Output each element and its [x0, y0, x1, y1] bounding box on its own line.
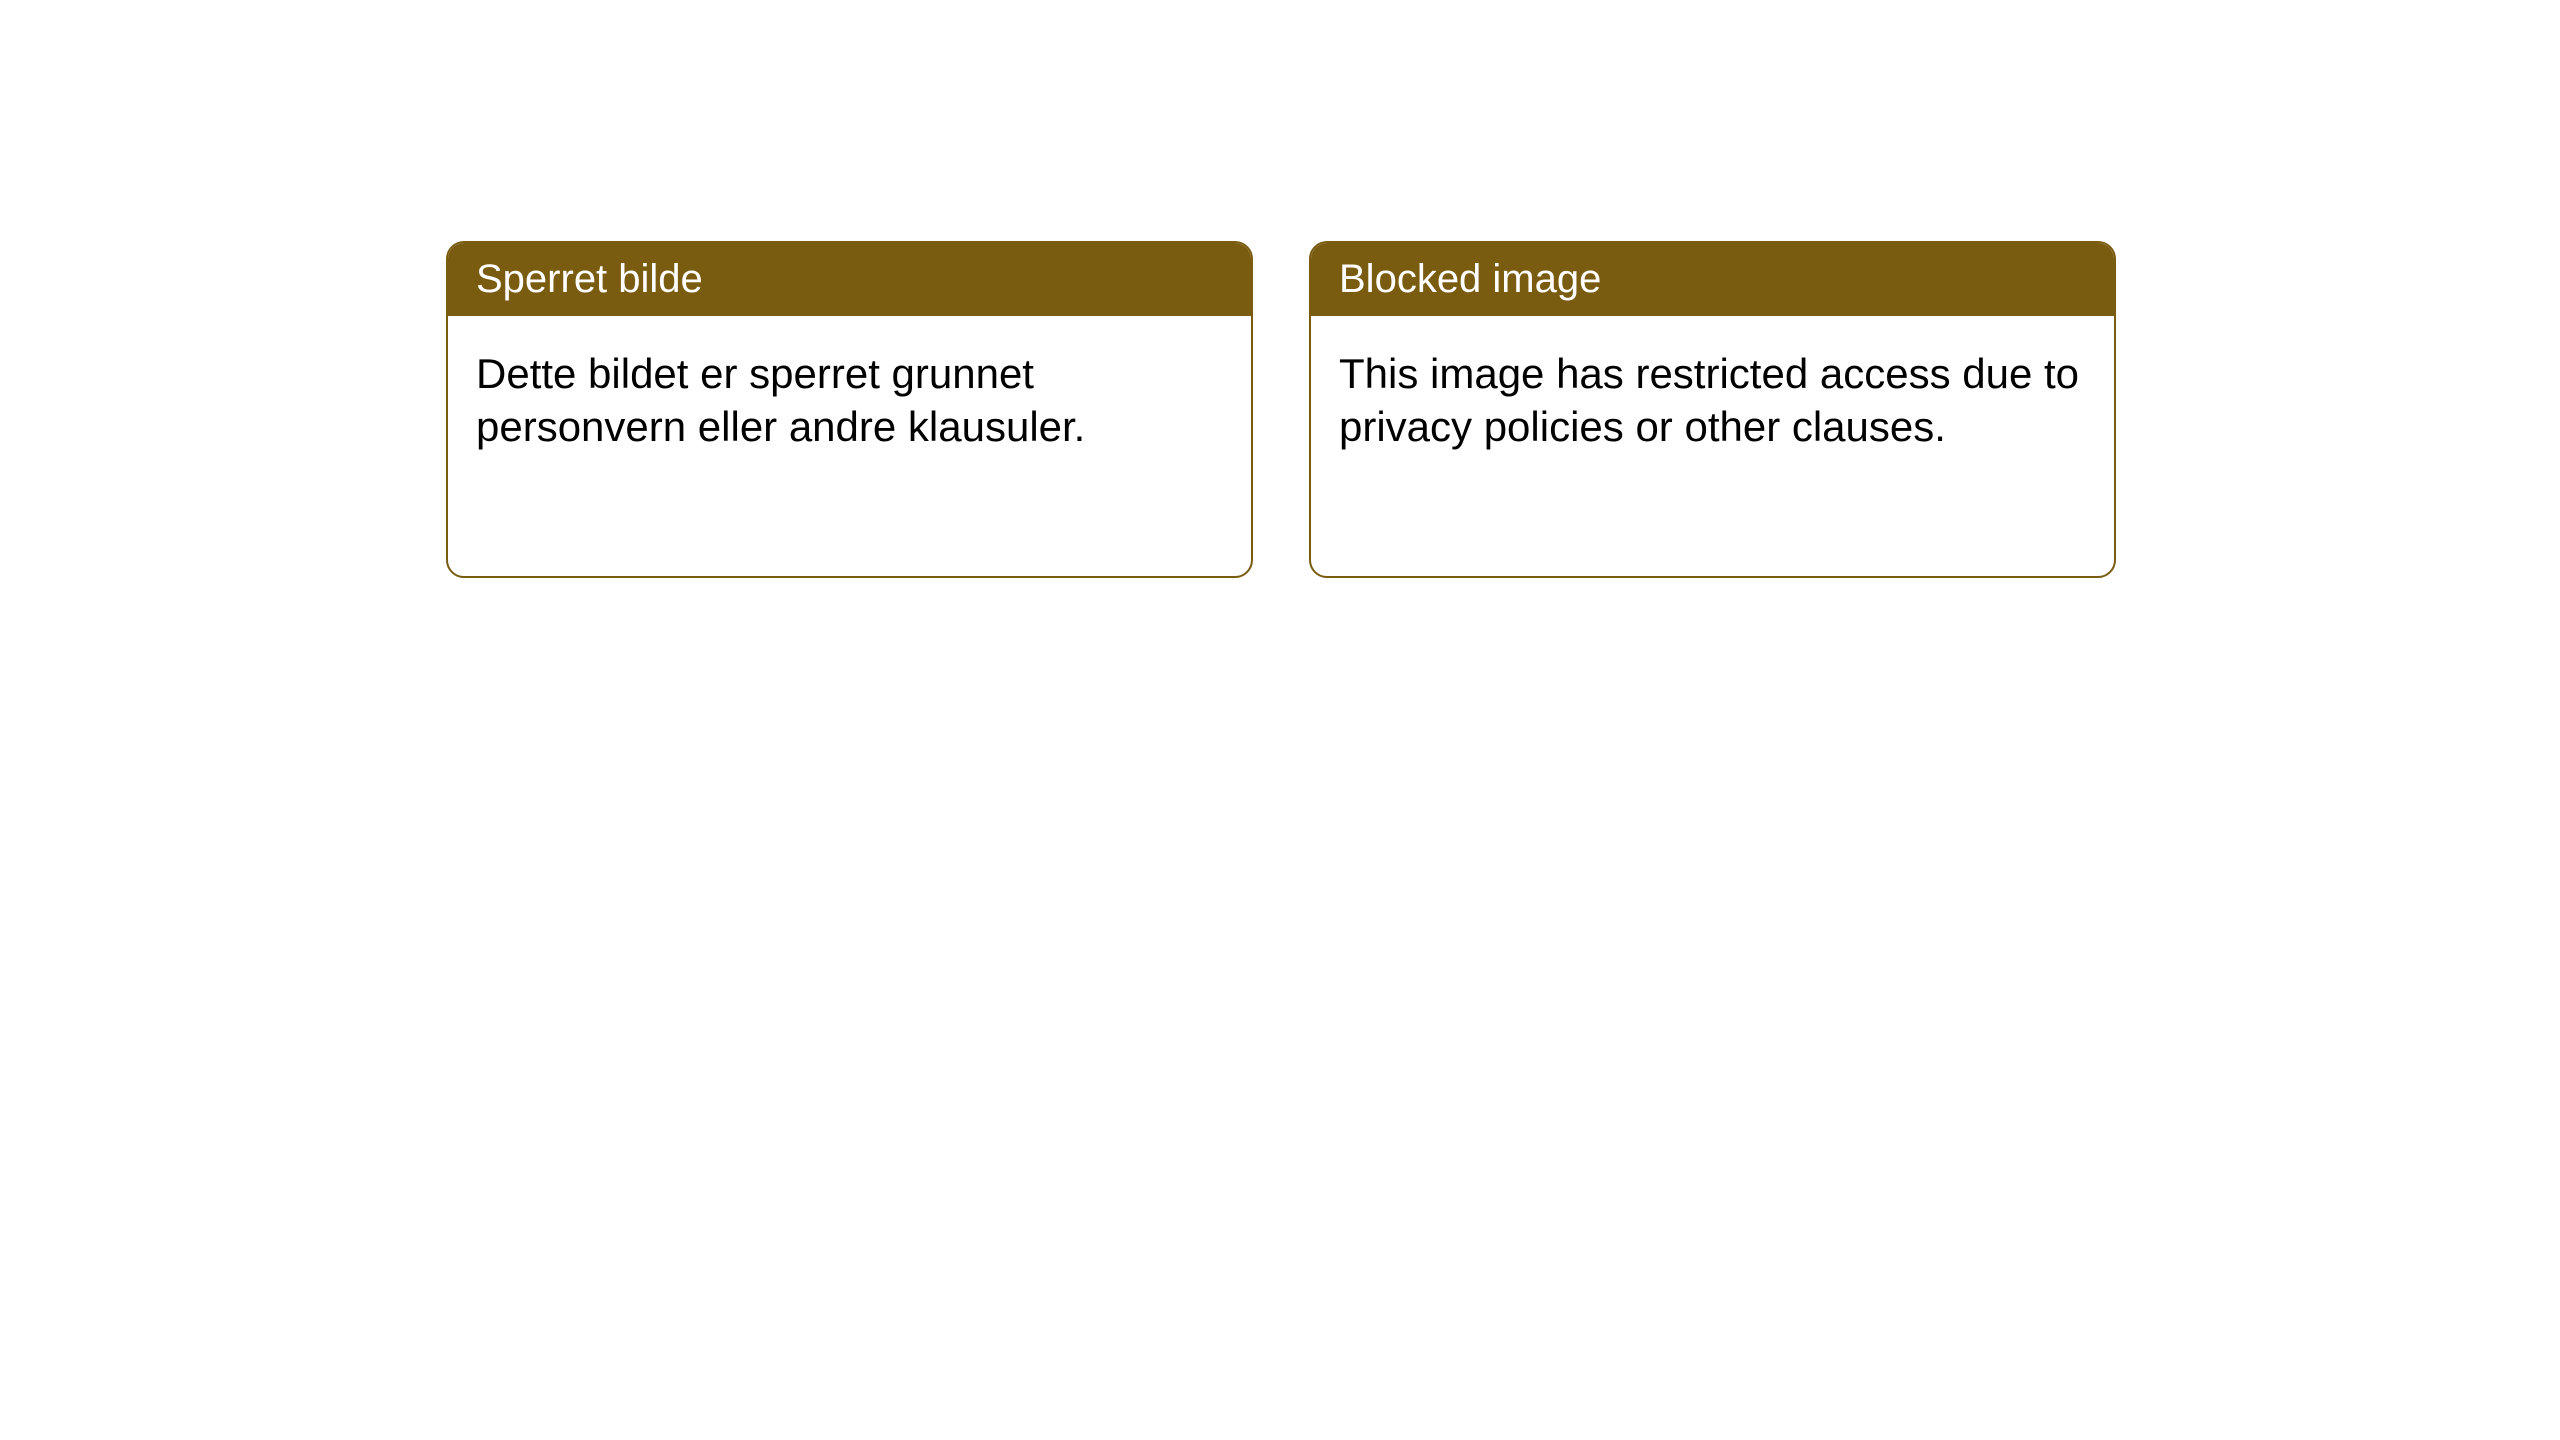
- card-body: Dette bildet er sperret grunnet personve…: [448, 316, 1251, 485]
- card-body: This image has restricted access due to …: [1311, 316, 2114, 485]
- blocked-image-card-no: Sperret bilde Dette bildet er sperret gr…: [446, 241, 1253, 578]
- notice-container: Sperret bilde Dette bildet er sperret gr…: [446, 241, 2116, 578]
- card-title: Blocked image: [1339, 257, 1601, 301]
- card-message: Dette bildet er sperret grunnet personve…: [476, 350, 1085, 450]
- card-message: This image has restricted access due to …: [1339, 350, 2079, 450]
- card-header: Sperret bilde: [448, 243, 1251, 316]
- card-header: Blocked image: [1311, 243, 2114, 316]
- blocked-image-card-en: Blocked image This image has restricted …: [1309, 241, 2116, 578]
- card-title: Sperret bilde: [476, 257, 703, 301]
